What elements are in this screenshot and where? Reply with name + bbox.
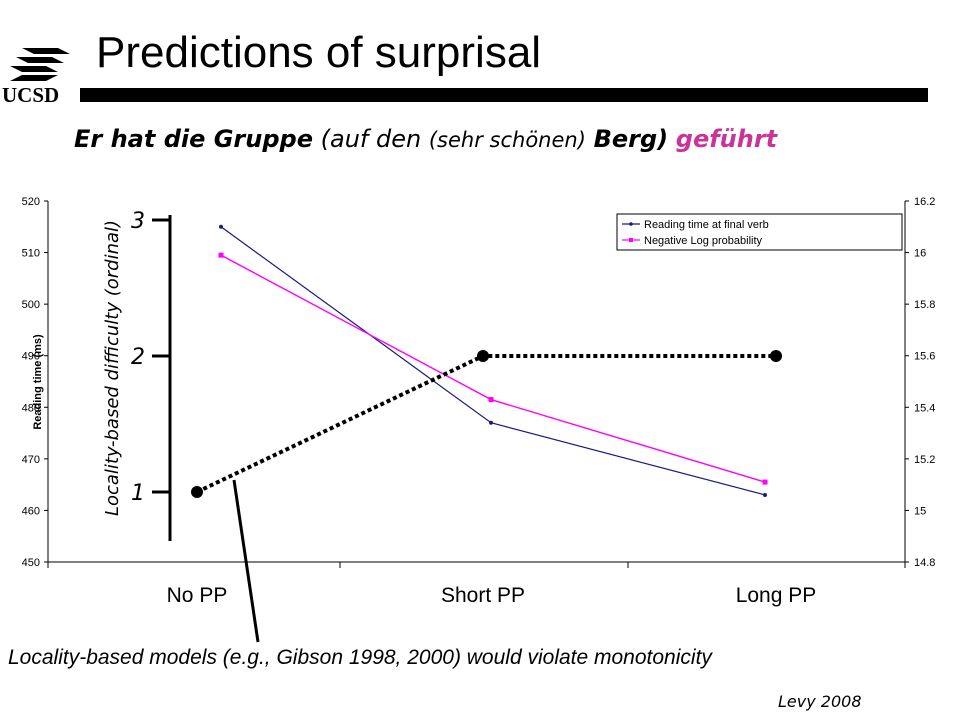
citation: Levy 2008 [778,692,862,711]
y-tick-label: 510 [22,248,40,260]
locality-level-label: 1 [131,481,145,506]
point-neg-log-prob [218,252,224,258]
locality-axis-title: Locality-based difficulty (ordinal) [102,220,123,516]
point-reading-time [763,492,767,497]
svg-text:UCSD: UCSD [2,83,59,107]
x-axis-ticks: No PP Short PP Long PP [47,562,906,607]
locality-series [191,350,782,498]
sentence-final-verb: geführt [675,125,778,153]
right-axis-ticks: 14.8 15 15.2 15.4 15.6 15.8 16 16.2 [905,196,935,569]
point-reading-time [489,420,493,425]
locality-caption: Locality-based models (e.g., Gibson 1998… [8,646,712,669]
y-tick-label: 520 [22,196,40,208]
x-tick-label: Long PP [736,584,817,607]
y2-tick-label: 15.8 [914,299,935,311]
y2-tick-label: 14.8 [914,557,935,569]
y2-tick-label: 15 [914,505,926,517]
series-layer [218,224,768,497]
x-tick-label: No PP [167,584,228,607]
example-sentence: Er hat die Gruppe (auf den (sehr schönen… [74,125,777,153]
legend-marker-reading-time [629,222,633,226]
y2-tick-label: 15.6 [914,351,935,363]
page-title: Predictions of surprisal [96,28,542,77]
locality-point [191,486,203,498]
series-line-reading-time [220,226,766,496]
chart-legend: Reading time at final verb Negative Log … [616,213,903,251]
legend-marker-neg-log-prob [629,238,633,242]
y-tick-label: 470 [22,454,40,466]
y-tick-label: 490 [22,351,40,363]
legend-box [616,213,903,251]
locality-line [196,354,776,494]
series-line-neg-log-prob [220,254,766,483]
ucsd-logo: UCSD [2,48,70,107]
locality-point [477,350,489,362]
y-tick-label: 480 [22,402,40,414]
x-tick-label: Short PP [441,584,525,607]
left-axis-ticks: 450 460 470 480 490 500 510 520 [22,196,48,569]
locality-levels: 1 2 3 [131,209,170,506]
locality-level-label: 2 [131,345,145,370]
y2-tick-label: 15.2 [914,454,935,466]
locality-point [770,350,782,362]
y-axis-title: Reading time (ms) [32,334,44,430]
title-divider [80,88,928,102]
y-tick-label: 500 [22,299,40,311]
sentence-part-2: (auf den [320,125,422,153]
legend-label-neg-log-prob: Negative Log probability [644,235,763,247]
y2-tick-label: 16.2 [914,196,935,208]
sentence-part-1: Er hat die Gruppe [74,125,313,153]
sentence-part-3: (sehr schönen) [428,128,586,152]
legend-label-reading-time: Reading time at final verb [644,219,769,231]
sentence-part-4: Berg) [593,125,669,153]
point-neg-log-prob [488,397,494,403]
locality-level-label: 3 [131,209,145,234]
y2-tick-label: 15.4 [914,402,935,414]
y2-tick-label: 16 [914,248,926,260]
y-tick-label: 450 [22,557,40,569]
y-tick-label: 460 [22,505,40,517]
point-neg-log-prob [762,479,768,485]
point-reading-time [219,224,223,229]
caption-pointer-line [232,479,260,643]
